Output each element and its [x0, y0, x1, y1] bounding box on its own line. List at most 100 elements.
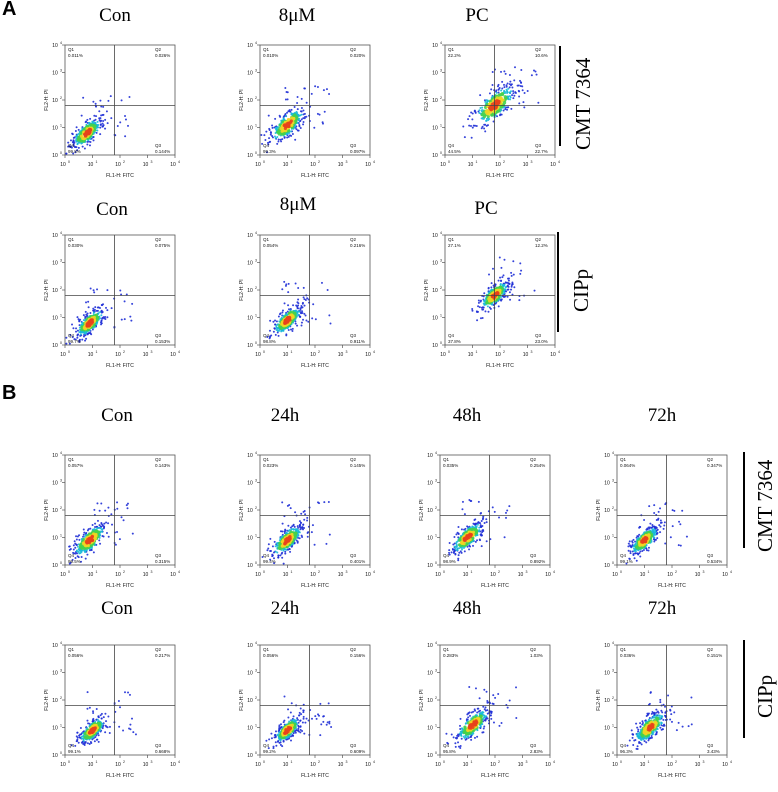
event-point	[508, 95, 511, 98]
event-point	[92, 312, 95, 315]
y-tick-label: 10	[247, 643, 253, 649]
event-point	[467, 735, 470, 738]
event-point	[273, 327, 276, 330]
plot-title: 24h	[270, 405, 300, 426]
x-tick-label: 10	[490, 572, 496, 578]
x-tick-exponent: 2	[123, 350, 125, 354]
y-tick-label: 10	[52, 71, 58, 77]
event-point	[75, 146, 78, 149]
event-point	[454, 742, 457, 745]
event-point	[303, 304, 306, 307]
event-point	[128, 693, 131, 696]
event-point	[116, 507, 119, 510]
quadrant-value-q3: 22.7%	[535, 149, 548, 154]
event-point	[677, 544, 680, 547]
event-point	[117, 700, 120, 703]
quadrant-name: Q3	[535, 143, 542, 148]
x-tick-label: 10	[143, 762, 149, 768]
event-point	[286, 728, 290, 732]
event-point	[523, 106, 526, 109]
event-point	[77, 741, 80, 744]
event-point	[290, 702, 293, 705]
event-point	[523, 92, 526, 95]
quadrant-value-q1: 0.054%	[263, 243, 278, 248]
quadrant-name: Q1	[68, 47, 75, 52]
x-tick-label: 10	[255, 352, 261, 358]
event-point	[307, 320, 310, 323]
event-point	[488, 92, 491, 95]
event-point	[482, 727, 485, 730]
event-point	[463, 136, 466, 139]
event-point	[477, 500, 480, 503]
event-point	[104, 731, 107, 734]
quadrant-value-q3: 0.534%	[707, 559, 722, 564]
event-point	[82, 732, 85, 735]
event-point	[673, 711, 676, 714]
event-point	[504, 281, 507, 284]
quadrant-name: Q3	[530, 743, 537, 748]
event-point	[664, 711, 667, 714]
event-point	[74, 546, 77, 549]
x-tick-exponent: 1	[471, 570, 473, 574]
quadrant-value-q2: 12.2%	[535, 243, 548, 248]
event-point	[491, 506, 494, 509]
event-point	[506, 295, 509, 298]
quadrant-name: Q3	[707, 553, 714, 558]
x-tick-label: 10	[60, 572, 66, 578]
y-tick-label: 10	[604, 753, 610, 759]
event-point	[95, 115, 98, 118]
event-point	[106, 122, 109, 125]
event-point	[286, 111, 289, 114]
event-point	[690, 723, 693, 726]
event-point	[304, 314, 307, 317]
event-point	[81, 145, 84, 148]
event-point	[290, 328, 293, 331]
event-point	[128, 727, 131, 730]
event-point	[299, 522, 302, 525]
x-tick-label: 10	[255, 162, 261, 168]
event-point	[92, 551, 95, 554]
event-point	[322, 89, 325, 92]
event-point	[504, 511, 507, 514]
event-point	[655, 711, 658, 714]
event-point	[289, 711, 292, 714]
event-point	[289, 526, 292, 529]
quadrant-name: Q3	[350, 333, 357, 338]
event-point	[260, 134, 263, 137]
y-tick-exponent: 0	[255, 341, 257, 345]
event-point	[650, 717, 653, 720]
event-point	[302, 709, 305, 712]
event-point	[100, 311, 103, 314]
event-point	[490, 88, 493, 91]
quadrant-value-q4: 99.1%	[620, 559, 633, 564]
event-point	[74, 151, 77, 154]
event-point	[89, 740, 92, 743]
event-point	[480, 511, 483, 514]
event-point	[512, 92, 515, 95]
event-point	[285, 318, 289, 323]
y-tick-exponent: 4	[435, 451, 437, 455]
event-point	[75, 327, 78, 330]
event-point	[486, 114, 490, 119]
y-tick-exponent: 0	[255, 561, 257, 565]
event-point	[476, 711, 479, 714]
event-point	[509, 84, 512, 87]
event-point	[455, 542, 458, 545]
event-point	[89, 287, 92, 290]
x-tick-label: 10	[338, 352, 344, 358]
event-point	[663, 714, 666, 717]
y-tick-exponent: 1	[612, 534, 614, 538]
y-tick-exponent: 4	[612, 641, 614, 645]
x-tick-label: 10	[88, 352, 94, 358]
x-tick-exponent: 4	[558, 160, 560, 164]
event-point	[478, 538, 481, 541]
event-point	[453, 542, 456, 545]
event-point	[87, 306, 90, 309]
event-point	[494, 696, 497, 699]
event-point	[497, 91, 500, 94]
x-axis-label: FL1-H: FITC	[481, 773, 509, 779]
quadrant-value-q4: 37.8%	[448, 339, 461, 344]
event-point	[75, 543, 78, 546]
